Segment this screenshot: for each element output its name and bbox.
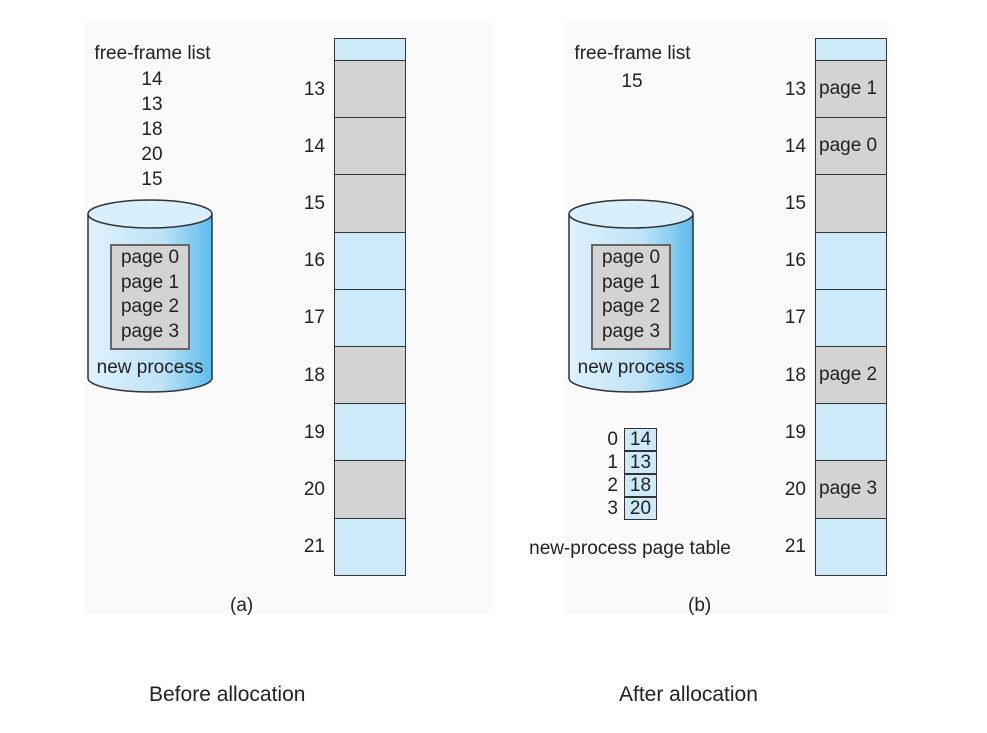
free-frame-item: 15 [621, 71, 643, 92]
page-table-entry: 13 [624, 451, 657, 474]
frame-number: 14 [303, 135, 325, 157]
free-frame-item: 15 [141, 169, 163, 190]
frame-number: 13 [784, 78, 806, 100]
page-table-entry: 14 [624, 428, 657, 451]
memory-frame-14 [334, 118, 406, 176]
free-frame-list-title-a: free-frame list [94, 43, 211, 64]
frame-content: page 1 [819, 78, 878, 100]
sublabel-a: (a) [230, 595, 254, 616]
disk-label-b: new process [577, 357, 685, 378]
frame-content: page 2 [819, 364, 878, 386]
free-frame-list-a: 14 13 18 20 15 [120, 70, 184, 195]
caption-before: Before allocation [149, 683, 306, 706]
page-item: page 2 [601, 296, 661, 317]
memory-frame-top [815, 38, 887, 61]
page-table-index: 0 [607, 429, 618, 450]
page-table-entry: 20 [624, 497, 657, 520]
memory-frame-15 [815, 175, 887, 233]
memory-frame-14: page 0 [815, 118, 887, 176]
frame-number: 20 [784, 479, 806, 500]
frame-number: 15 [784, 193, 806, 214]
sublabel-b: (b) [688, 595, 712, 616]
memory-frame-20: page 3 [815, 461, 887, 519]
free-frame-item: 18 [141, 119, 163, 140]
page-table-index: 2 [607, 475, 618, 496]
memory-frame-19 [815, 404, 887, 462]
memory-frame-18: page 2 [815, 346, 887, 405]
memory-frame-top [334, 38, 406, 61]
memory-frame-17 [334, 289, 406, 347]
free-frame-list-title-b: free-frame list [574, 43, 691, 64]
frame-number: 16 [303, 250, 325, 272]
page-item: page 2 [120, 296, 180, 317]
memory-frame-16 [334, 232, 406, 290]
memory-frame-16 [815, 232, 887, 290]
frame-number: 18 [784, 364, 806, 386]
disk-label-a: new process [96, 357, 204, 378]
memory-frame-18 [334, 346, 406, 405]
frame-number: 17 [303, 307, 325, 329]
physical-memory-b: page 1 page 0 page 2 page 3 [815, 38, 887, 576]
page-table-index: 3 [607, 498, 618, 519]
frame-number: 16 [784, 250, 806, 272]
frame-number: 21 [784, 536, 806, 558]
memory-frame-15 [334, 175, 406, 233]
memory-frame-13 [334, 61, 406, 119]
disk-cylinder-b: page 0 page 1 page 2 page 3 new process [567, 198, 695, 394]
memory-frame-21 [334, 518, 406, 576]
frame-number: 19 [784, 421, 806, 443]
frame-number: 18 [303, 364, 325, 386]
disk-cylinder-a: page 0 page 1 page 2 page 3 new process [86, 198, 214, 394]
process-pages-a: page 0 page 1 page 2 page 3 [110, 244, 190, 350]
free-frame-item: 20 [141, 144, 163, 165]
frame-number: 19 [303, 421, 325, 443]
caption-after: After allocation [619, 683, 758, 706]
page-item: page 1 [601, 271, 661, 293]
memory-frame-13: page 1 [815, 61, 887, 119]
free-frame-item: 14 [141, 69, 163, 90]
page-table-entry: 18 [624, 474, 657, 497]
page-item: page 1 [120, 271, 180, 293]
frame-number: 21 [303, 536, 325, 558]
frame-number: 17 [784, 307, 806, 329]
process-pages-b: page 0 page 1 page 2 page 3 [591, 244, 671, 350]
memory-frame-19 [334, 404, 406, 462]
frame-content: page 3 [819, 478, 878, 500]
page-item: page 0 [601, 247, 661, 268]
frame-content: page 0 [819, 135, 878, 157]
page-table-caption: new-process page table [529, 538, 731, 559]
physical-memory-a [334, 38, 406, 576]
memory-frame-17 [815, 289, 887, 347]
page-table-index: 1 [607, 452, 618, 473]
frame-number: 14 [784, 135, 806, 157]
page-item: page 3 [601, 320, 661, 342]
frame-number: 20 [303, 479, 325, 500]
page-item: page 0 [120, 247, 180, 268]
memory-frame-20 [334, 461, 406, 519]
memory-frame-21 [815, 518, 887, 576]
page-item: page 3 [120, 320, 180, 342]
frame-number: 13 [303, 78, 325, 100]
free-frame-item: 13 [141, 94, 163, 115]
frame-number: 15 [303, 193, 325, 214]
